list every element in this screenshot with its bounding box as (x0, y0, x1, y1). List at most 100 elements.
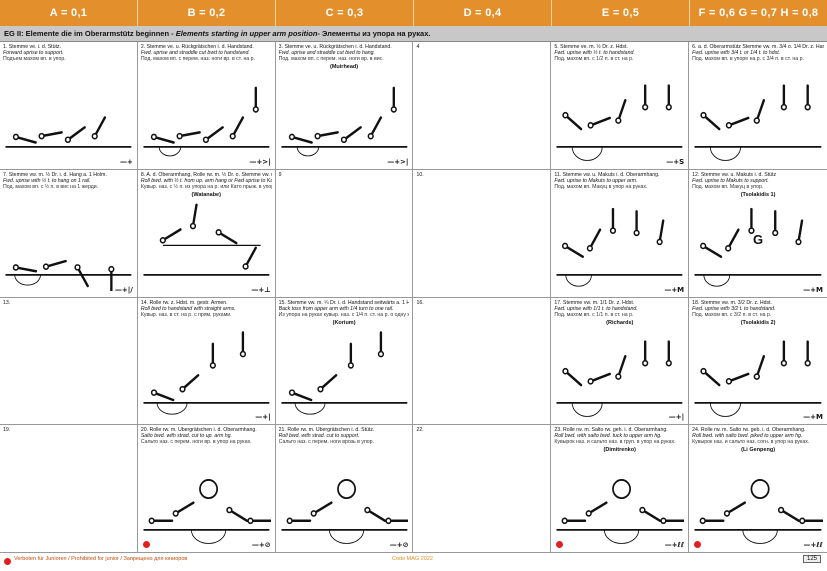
element-desc-de: Stemme ve. i. d. Stütz. (8, 44, 61, 50)
element-cell: 20. Rolle rw. m. Übergrätschen i. d. Obe… (137, 425, 276, 553)
element-desc-ru: Кувырок наз. и сальто наз. согн. в упор … (692, 439, 810, 446)
element-number: 6. (692, 44, 697, 50)
element-desc-ru: Под. махом вп. с перем. наз. ноги вр. в … (278, 56, 384, 62)
gymnast-figure-drawing (4, 72, 133, 163)
element-cell: 15. Stemme vw. m. ¼ Dr. i. d. Handstand … (275, 297, 414, 426)
element-line-1: 13. (3, 300, 134, 306)
element-desc-de: Stemme vw. u. Makuts i. d. Oberarmhang. (562, 171, 660, 178)
element-line-1: 1. Stemme ve. i. d. Stütz. (3, 44, 134, 50)
element-desc-ru: Сальто наз. с перем. ноги вр. в упор на … (140, 439, 252, 446)
gymnast-name: (Dimitrenko) (603, 447, 636, 454)
gymnast-figure-drawing (280, 72, 409, 163)
value-header-b: B = 0,2 (138, 0, 276, 26)
element-number: 4 (416, 44, 420, 50)
element-cell: 13. (0, 297, 138, 426)
element-desc-de: Stemme vw. m. ¼ Dr. i. d. Handstand seit… (287, 299, 410, 306)
element-desc-de: a. d. Oberarmstütz Stemme vw. m. 3/4 o. … (697, 44, 824, 50)
element-number: 9 (278, 171, 282, 178)
element-cell: 23. Rolle rw. m. Salto rw. geh. i. d. Ob… (551, 425, 690, 553)
element-symbol: —+S (666, 157, 685, 166)
gymnast-figure-drawing (555, 455, 685, 546)
element-desc-ru: Под. махом вп. с 3/2 п. в ст. на р. (692, 311, 772, 318)
element-desc-en: Forward uprise to support. (3, 50, 64, 56)
element-line-1: 5. Stemme ve. m. ½ Dr. z. Hdst. (554, 44, 685, 50)
element-symbol: —+ (119, 157, 133, 166)
code-label: Code MAG 2022 (392, 556, 433, 562)
element-cell: 7. Stemme vw. m. ½ Dr. i. d. Hang a. 1 H… (0, 169, 138, 298)
element-desc-en: Fwd. uprise with ½ t. to handstand. (554, 50, 635, 56)
element-desc-de: Stemme vw. m. 1/1 Dr. z. Hdst. (563, 299, 635, 306)
element-desc-de: Rolle rw. m. Übergrätschen i. d. Stütz. (287, 427, 375, 434)
element-desc-ru: Под. махом вп. Макуц в упор. (692, 183, 764, 190)
gymnast-figure-drawing (142, 72, 271, 163)
element-cell: 14. Rolle rw. z. Hdst. m. gestr. Armen. R… (137, 297, 276, 426)
element-line-1: 4 (416, 44, 547, 50)
element-cell: 21. Rolle rw. m. Übergrätschen i. d. Stü… (275, 425, 414, 553)
element-desc-de: Rolle rw. m. Salto rw. geh. i. d. Oberar… (563, 427, 668, 434)
element-number: 8. (140, 171, 146, 178)
element-desc-de: Rolle rw. m. Salto rw. geb. i. d. Oberar… (700, 427, 806, 434)
element-desc-de: Stemme ve. u. Rückgrätschen i. d. Handst… (146, 44, 254, 50)
element-number: 19. (3, 427, 11, 434)
element-symbol: —+|/ (114, 285, 133, 294)
element-desc-en: Fwd. uprise and straddle cut bwd to hand… (140, 50, 250, 56)
gymnast-name: (Tsolakidis 2) (740, 319, 776, 326)
element-line-1: 21. Rolle rw. m. Übergrätschen i. d. Stü… (279, 427, 410, 433)
element-number: 10. (416, 171, 424, 178)
gymnast-name: (Korium) (332, 319, 356, 326)
element-line-1: 9 (279, 172, 410, 178)
page-footer: Verboten für Junioren / Prohibited for j… (0, 553, 827, 571)
gymnast-figure-drawing (555, 328, 684, 419)
section-title-en: Elements starting in upper arm position- (175, 29, 320, 38)
element-number: 22. (416, 427, 424, 434)
element-desc-ru: Кувыр. наз. с ½ п. из упора на р. или Ка… (140, 183, 272, 190)
element-desc-en: Fwd. uprise with ½ t. to hang on 1 rail. (3, 177, 91, 184)
gymnast-name: (Li Genpeng) (741, 447, 776, 454)
element-desc-en: Roll bwd. with strad. cut to support. (278, 433, 360, 440)
element-desc-en: Salto bwd. with strad. cut to up. arm hg… (140, 433, 232, 440)
element-desc-ru: Под. махом вп. с 1/1 п. в ст. на р. (554, 311, 634, 318)
element-desc-de: Stemme ve. m. ½ Dr. z. Hdst. (560, 44, 628, 50)
element-desc-en: Roll bwd. with salto bwd. tuck to upper … (554, 433, 662, 440)
element-cell: 24. Rolle rw. m. Salto rw. geb. i. d. Ob… (689, 425, 827, 553)
element-line-1: 24. Rolle rw. m. Salto rw. geb. i. d. Ob… (692, 427, 824, 433)
prohibited-marker-icon (556, 541, 564, 548)
value-header-fgh: F = 0,6 G = 0,7 H = 0,8 (698, 7, 819, 19)
element-line-1: 10. (416, 172, 547, 178)
element-desc-en: Roll bwd. with ½ t. from up. arm hang or… (140, 177, 272, 184)
prohibited-legend: Verboten für Junioren / Prohibited for j… (14, 556, 188, 562)
element-cell: 2. Stemme ve. u. Rückgrätschen i. d. Han… (137, 42, 276, 170)
gymnast-name: (Muirhead) (330, 64, 359, 70)
element-number: 1. (3, 44, 8, 50)
element-desc-de: Stemme vw. m. 3/2 Dr. z. Hdst. (700, 299, 773, 306)
gymnast-figure-drawing (693, 455, 823, 546)
gymnast-figure-drawing (280, 455, 409, 546)
element-symbol: —+M (664, 285, 685, 294)
element-line-1: 12. Stemme vw. u. Makuts i. d. Stütz (692, 172, 824, 178)
element-desc-en: Fwd. uprise to Makuts to support. (692, 177, 769, 184)
element-number: 3. (278, 44, 283, 50)
page-number: 125 (802, 555, 821, 563)
element-cell: 4 (413, 42, 552, 170)
element-desc-en: Fwd. uprise to Makuts to upper arm. (554, 177, 638, 184)
element-line-1: 14. Rolle rw. z. Hdst. m. gestr. Armen. (141, 300, 272, 306)
element-number: 18. (692, 299, 700, 306)
element-desc-de: Rolle rw. z. Hdst. m. gestr. Armen. (149, 299, 228, 306)
element-desc-en: Fwd. uprise and straddle cut bwd to hang… (278, 50, 375, 56)
gymnast-figure-drawing (142, 455, 271, 546)
element-symbol: —+>| (387, 157, 409, 166)
element-desc-ru: Сальто наз. с перем. ноги врозь в упор. (278, 439, 374, 446)
element-number: 5. (554, 44, 559, 50)
element-symbol: —+ℓℓ (803, 541, 823, 549)
element-group-title: EG II: Elemente die im Oberarmstütz begi… (0, 26, 827, 41)
gymnast-figure-drawing (693, 200, 823, 291)
element-line-1: 6. a. d. Oberarmstütz Stemme vw. m. 3/4 … (692, 44, 824, 50)
element-line-1: 19. (3, 427, 134, 433)
element-symbol: —+⊘ (389, 541, 409, 549)
gymnast-name: (Richards) (606, 319, 634, 326)
element-number: 11. (554, 171, 562, 178)
value-header-d: D = 0,4 (414, 0, 552, 26)
value-header-a: A = 0,1 (0, 0, 138, 26)
element-number: 20. (140, 427, 149, 434)
prohibited-marker-icon (694, 541, 702, 548)
